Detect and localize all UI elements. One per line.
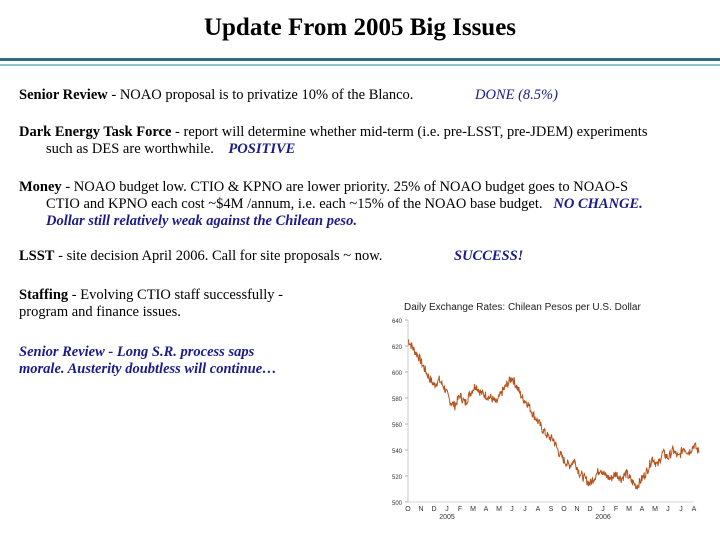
dark-energy-item: Dark Energy Task Force - report will det… bbox=[19, 124, 647, 158]
x-month-label: J bbox=[510, 506, 514, 513]
dark-energy-status: POSITIVE bbox=[228, 141, 296, 157]
chart-title: Daily Exchange Rates: Chilean Pesos per … bbox=[404, 302, 641, 313]
x-month-label: S bbox=[549, 506, 554, 513]
x-month-label: A bbox=[536, 506, 541, 513]
x-month-label: M bbox=[496, 506, 502, 513]
money-label: Money bbox=[19, 179, 62, 195]
money-status-1: NO CHANGE. bbox=[553, 196, 643, 212]
x-month-label: A bbox=[484, 506, 489, 513]
y-tick-label: 520 bbox=[392, 475, 403, 481]
lsst-status: SUCCESS! bbox=[454, 248, 524, 264]
staffing-item: Staffing - Evolving CTIO staff successfu… bbox=[19, 287, 283, 321]
x-month-label: J bbox=[601, 506, 605, 513]
x-month-label: O bbox=[561, 506, 567, 513]
money-status-2: Dollar still relatively weak against the… bbox=[46, 213, 357, 229]
x-month-label: A bbox=[640, 506, 645, 513]
x-month-label: J bbox=[666, 506, 670, 513]
x-month-label: J bbox=[445, 506, 449, 513]
money-text-1: - NOAO budget low. CTIO & KPNO are lower… bbox=[61, 179, 629, 195]
senior-review-label: Senior Review bbox=[19, 87, 108, 103]
exchange-rate-chart-svg: Daily Exchange Rates: Chilean Pesos per … bbox=[392, 302, 700, 521]
exchange-rate-chart: Daily Exchange Rates: Chilean Pesos per … bbox=[368, 290, 704, 522]
senior-review-morale-item: Senior Review - Long S.R. process saps m… bbox=[19, 344, 277, 378]
x-month-label: F bbox=[458, 506, 462, 513]
x-month-label: N bbox=[418, 506, 423, 513]
lsst-label: LSST bbox=[19, 248, 55, 264]
exchange-rate-line bbox=[407, 339, 700, 490]
x-month-label: M bbox=[652, 506, 658, 513]
morale-line-1: Senior Review - Long S.R. process saps bbox=[19, 344, 255, 360]
senior-review-item: Senior Review - NOAO proposal is to priv… bbox=[19, 87, 558, 104]
y-tick-label: 600 bbox=[392, 371, 403, 377]
title-divider-light bbox=[0, 64, 720, 66]
x-month-label: O bbox=[405, 506, 411, 513]
x-month-label: D bbox=[431, 506, 436, 513]
staffing-text-1: - Evolving CTIO staff successfully - bbox=[68, 287, 283, 303]
x-year-label: 2006 bbox=[595, 514, 611, 521]
x-month-label: A bbox=[692, 506, 697, 513]
x-year-label: 2005 bbox=[439, 514, 455, 521]
dark-energy-text-1: - report will determine whether mid-term… bbox=[171, 124, 648, 140]
senior-review-status: DONE (8.5%) bbox=[475, 87, 558, 103]
slide-title: Update From 2005 Big Issues bbox=[203, 14, 517, 41]
lsst-item: LSST - site decision April 2006. Call fo… bbox=[19, 248, 523, 265]
y-tick-label: 540 bbox=[392, 449, 403, 455]
x-month-label: D bbox=[587, 506, 592, 513]
x-month-label: M bbox=[470, 506, 476, 513]
dark-energy-label: Dark Energy Task Force bbox=[19, 124, 172, 140]
x-month-label: F bbox=[614, 506, 618, 513]
money-text-2: CTIO and KPNO each cost ~$4M /annum, i.e… bbox=[46, 196, 543, 212]
senior-review-text: - NOAO proposal is to privatize 10% of t… bbox=[107, 87, 414, 103]
dark-energy-text-2: such as DES are worthwhile. bbox=[46, 141, 214, 157]
x-month-label: M bbox=[626, 506, 632, 513]
x-month-label: J bbox=[523, 506, 527, 513]
morale-line-2: morale. Austerity doubtless will continu… bbox=[19, 361, 277, 377]
y-tick-label: 500 bbox=[392, 501, 403, 507]
y-tick-label: 580 bbox=[392, 397, 403, 403]
y-tick-label: 560 bbox=[392, 423, 403, 429]
y-tick-label: 620 bbox=[392, 345, 403, 351]
x-month-label: N bbox=[574, 506, 579, 513]
staffing-text-2: program and finance issues. bbox=[19, 304, 181, 320]
y-tick-label: 640 bbox=[392, 319, 403, 325]
title-divider bbox=[0, 58, 720, 61]
x-month-label: J bbox=[679, 506, 683, 513]
lsst-text: - site decision April 2006. Call for sit… bbox=[54, 248, 383, 264]
staffing-label: Staffing bbox=[19, 287, 69, 303]
money-item: Money - NOAO budget low. CTIO & KPNO are… bbox=[19, 179, 643, 230]
